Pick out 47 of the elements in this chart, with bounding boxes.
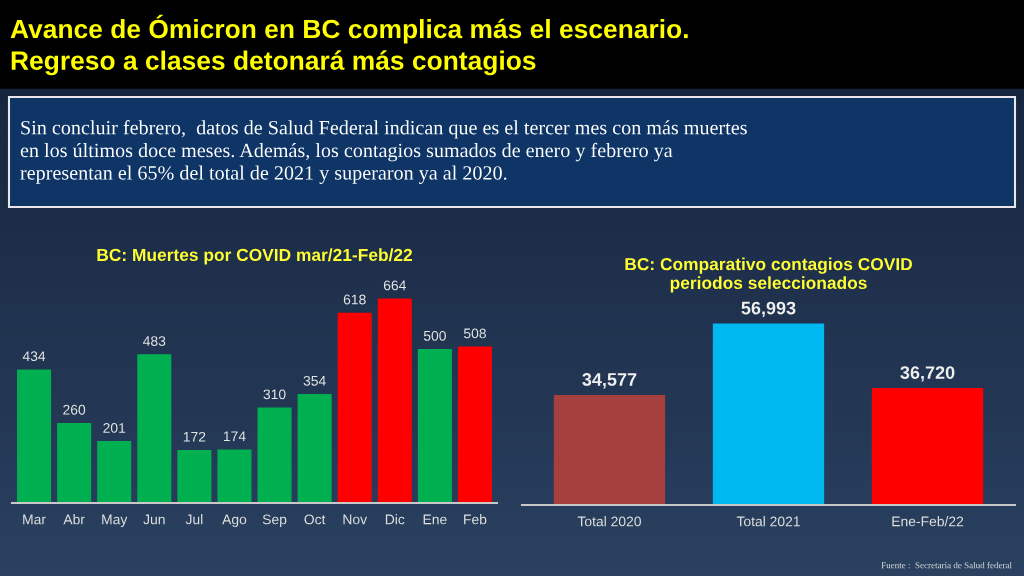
x-tick-label: Ago xyxy=(222,514,247,528)
bar xyxy=(457,346,492,503)
data-label: 201 xyxy=(103,422,126,433)
chart-title: BC: Muertes por COVID mar/21-Feb/22 xyxy=(97,248,413,265)
data-label: 172 xyxy=(183,431,206,442)
data-label: 354 xyxy=(303,375,326,386)
data-label: 56,993 xyxy=(741,301,796,318)
data-label: 618 xyxy=(343,294,366,305)
data-label: 483 xyxy=(143,336,166,346)
x-tick-label: Ene xyxy=(423,514,447,525)
bar xyxy=(97,441,132,503)
bar xyxy=(257,407,292,503)
text: Sin concluir febrero, datos de Salud Federal indican que es el tercer mes con más muertes en los últimos doce meses. Además, los contagios sumados de enero y febrero ya representan el 65% del total de 2021 y superaron ya al 2020. xyxy=(20,120,747,184)
data-label: 664 xyxy=(383,280,406,291)
data-label: 508 xyxy=(463,328,486,339)
x-tick-label: May xyxy=(102,514,128,528)
source-note: Fuente : Secretaría de Salud federal xyxy=(881,561,1012,569)
data-label: 174 xyxy=(223,431,246,441)
x-tick-label: Abr xyxy=(63,514,85,525)
x-tick-label: Ene-Feb/22 xyxy=(892,516,964,527)
data-label: 34,577 xyxy=(582,373,637,389)
bar xyxy=(297,394,332,503)
x-tick-label: Total 2021 xyxy=(736,516,800,527)
x-tick-label: Jul xyxy=(185,514,203,525)
bar xyxy=(417,349,452,503)
data-label: 36,720 xyxy=(900,366,955,382)
bar xyxy=(337,312,372,503)
bar xyxy=(17,369,52,503)
x-tick-label: Jun xyxy=(143,514,165,525)
chart-title: BC: Comparativo contagios COVID periodos seleccionados xyxy=(625,257,912,293)
x-tick-label: Sep xyxy=(262,514,287,528)
data-label: 260 xyxy=(63,404,86,415)
x-tick-label: Nov xyxy=(343,514,368,525)
bar xyxy=(57,422,92,503)
x-tick-label: Dic xyxy=(385,514,405,525)
data-label: 500 xyxy=(423,330,446,341)
x-tick-label: Mar xyxy=(23,514,46,525)
bar xyxy=(177,450,212,503)
text: Avance de Ómicron en BC complica más el escenario. Regreso a clases detonará más contagios xyxy=(10,14,688,76)
x-tick-label: Feb xyxy=(464,514,487,525)
data-label: 434 xyxy=(22,351,46,362)
x-tick-label: Oct xyxy=(304,514,326,525)
bar xyxy=(217,449,252,503)
x-tick-label: Total 2020 xyxy=(577,516,641,527)
bar xyxy=(377,298,412,503)
bar xyxy=(137,354,172,503)
data-label: 310 xyxy=(263,389,286,400)
